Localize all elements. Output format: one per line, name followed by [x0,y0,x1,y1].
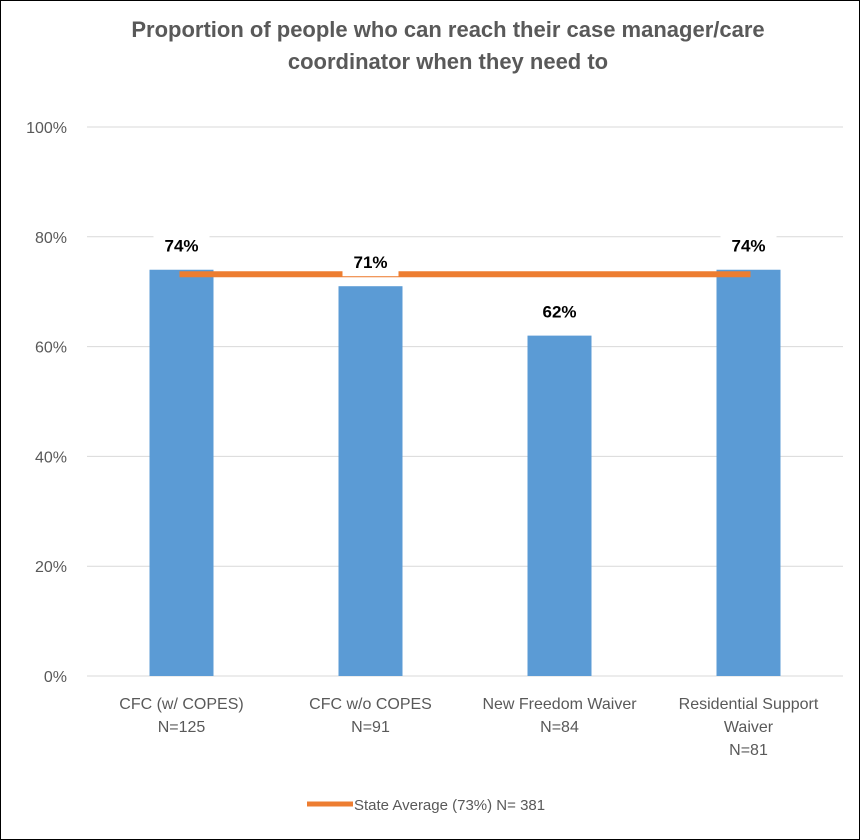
x-category-label: N=91 [351,719,390,736]
bars [149,269,781,676]
y-axis-ticks: 0% 20% 40% 60% 80% 100% [26,120,67,686]
bar [338,286,403,676]
data-label-background [720,235,777,260]
data-label-background [342,252,399,277]
data-label: 62% [542,303,576,322]
bar [149,269,214,676]
data-label-background [531,301,588,326]
data-labels: 74% 71% 62% 74% [153,235,777,326]
data-label: 74% [731,237,765,256]
x-category-label: Residential Support [679,696,819,713]
y-tick-label: 0% [44,669,67,686]
x-axis-categories: CFC (w/ COPES) N=125 CFC w/o COPES N=91 New … [119,696,819,759]
y-tick-label: 40% [35,449,67,466]
x-category-label: CFC (w/ COPES) [119,696,243,713]
y-tick-label: 60% [35,340,67,357]
data-label: 71% [353,253,387,272]
x-category-label: Waiver [724,719,774,736]
bar [716,269,781,676]
x-category-label: N=125 [158,719,206,736]
x-category-label: N=81 [729,742,768,759]
chart-title-line: coordinator when they need to [288,49,608,74]
y-tick-label: 100% [26,120,67,137]
data-label-background [153,235,210,260]
legend: State Average (73%) N= 381 [307,797,545,814]
y-tick-label: 20% [35,559,67,576]
y-tick-label: 80% [35,230,67,247]
chart-title-line: Proportion of people who can reach their… [131,17,764,42]
legend-label: State Average (73%) N= 381 [354,797,545,814]
x-category-label: N=84 [540,719,579,736]
bar [527,335,592,676]
x-category-label: New Freedom Waiver [482,696,637,713]
x-category-label: CFC w/o COPES [309,696,432,713]
data-label: 74% [164,237,198,256]
chart-title: Proportion of people who can reach their… [131,17,764,74]
